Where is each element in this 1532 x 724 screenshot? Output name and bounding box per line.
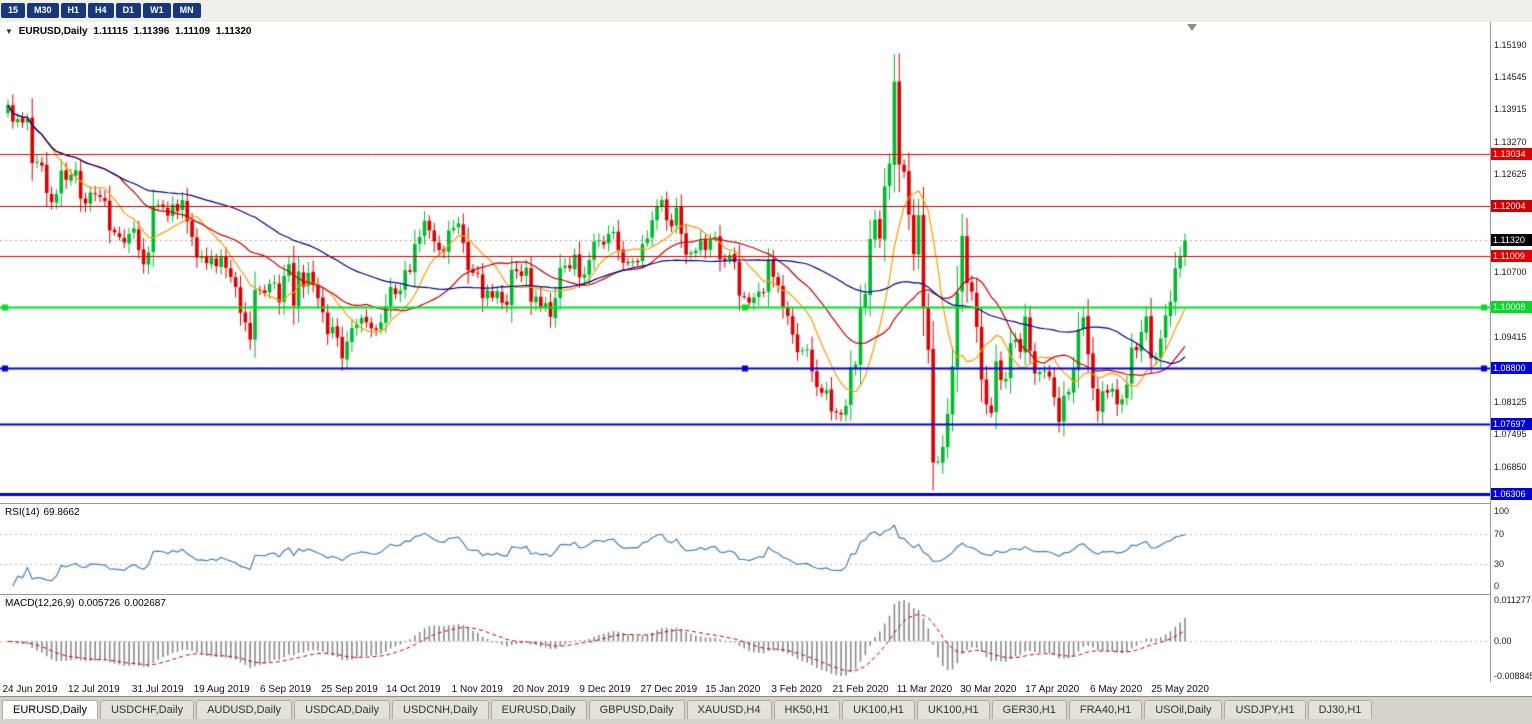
current-price-label: 1.11320 bbox=[1491, 234, 1532, 247]
date-axis-label: 21 Feb 2020 bbox=[832, 684, 889, 695]
date-axis-label: 20 Nov 2019 bbox=[512, 684, 570, 695]
price-axis-label: 0.011277 bbox=[1494, 595, 1531, 605]
chart-tab[interactable]: GER30,H1 bbox=[991, 700, 1067, 719]
price-axis-label: 1.07495 bbox=[1494, 428, 1527, 439]
price-axis-label: 1.10700 bbox=[1494, 266, 1527, 277]
price-line-label: 1.12004 bbox=[1491, 199, 1532, 212]
price-line-label: 1.11009 bbox=[1491, 250, 1532, 263]
price-axis-label: 30 bbox=[1494, 558, 1505, 569]
price-axis-label: 0 bbox=[1494, 581, 1500, 591]
chart-dropdown-icon[interactable]: ▼ bbox=[5, 27, 13, 36]
price-line-label: 1.07697 bbox=[1491, 417, 1532, 430]
macd-signal-value: 0.002687 bbox=[124, 598, 166, 609]
price-line-label: 1.06306 bbox=[1491, 488, 1532, 501]
date-axis-label: 27 Dec 2019 bbox=[640, 684, 698, 695]
chart-tab[interactable]: USDCAD,Daily bbox=[294, 700, 391, 719]
date-axis-label: 30 Mar 2020 bbox=[960, 684, 1017, 695]
chart-tab[interactable]: UK100,H1 bbox=[842, 700, 915, 719]
price-line-label: 1.13034 bbox=[1491, 147, 1532, 160]
price-axis-label: 1.14545 bbox=[1494, 72, 1527, 83]
chart-tab[interactable]: USOil,Daily bbox=[1144, 700, 1223, 719]
chart-tab[interactable]: FRA40,H1 bbox=[1068, 700, 1143, 719]
date-axis-label: 17 Apr 2020 bbox=[1025, 684, 1080, 695]
ohlc-high: 1.11396 bbox=[133, 26, 170, 37]
chart-tab[interactable]: EURUSD,Daily bbox=[2, 700, 98, 719]
rsi-indicator-canvas[interactable] bbox=[0, 503, 1490, 594]
chart-tab[interactable]: USDCHF,Daily bbox=[99, 700, 195, 719]
rsi-label: RSI(14) 69.8662 bbox=[5, 507, 84, 518]
chart-tab[interactable]: USDCNH,Daily bbox=[392, 700, 489, 719]
chart-symbol-label: EURUSD,Daily bbox=[18, 26, 88, 37]
price-chart-canvas[interactable] bbox=[0, 22, 1490, 503]
timeframe-button-d1[interactable]: D1 bbox=[115, 3, 142, 18]
chart-tab[interactable]: USDJPY,H1 bbox=[1224, 700, 1306, 719]
chart-tab[interactable]: AUDUSD,Daily bbox=[196, 700, 293, 719]
date-axis-label: 9 Dec 2019 bbox=[579, 684, 631, 695]
price-line-label: 1.08800 bbox=[1491, 361, 1532, 374]
date-axis-label: 3 Feb 2020 bbox=[771, 684, 822, 695]
chart-tab-bar: EURUSD,Daily USDCHF,Daily AUDUSD,Daily USDC… bbox=[0, 696, 1532, 724]
date-axis-label: 24 Jun 2019 bbox=[2, 684, 58, 695]
date-axis-label: 25 Sep 2019 bbox=[321, 684, 378, 695]
price-axis: 1.15190 1.14545 1.13915 1.13270 1.12625 1.107… bbox=[1491, 22, 1532, 682]
price-axis-label: 1.08125 bbox=[1494, 397, 1527, 408]
price-axis-label: 1.15190 bbox=[1494, 39, 1527, 50]
price-axis-label: 70 bbox=[1494, 528, 1505, 539]
date-axis-label: 25 May 2020 bbox=[1151, 684, 1209, 695]
chart-tab[interactable]: EURUSD,Daily bbox=[490, 700, 587, 719]
chart-tab[interactable]: UK100,H1 bbox=[916, 700, 990, 719]
chart-tab[interactable]: DJ30,H1 bbox=[1307, 700, 1373, 719]
timeframe-button-15[interactable]: 15 bbox=[1, 3, 26, 18]
date-axis-label: 11 Mar 2020 bbox=[896, 684, 953, 695]
price-axis-label: 1.09415 bbox=[1494, 331, 1527, 342]
chart-tab[interactable]: HK50,H1 bbox=[773, 700, 841, 719]
time-axis: 24 Jun 2019 12 Jul 2019 31 Jul 2019 19 Aug … bbox=[0, 682, 1532, 696]
rsi-name: RSI(14) bbox=[5, 507, 40, 518]
date-axis-label: 12 Jul 2019 bbox=[68, 684, 120, 695]
price-axis-label: 0.00 bbox=[1494, 636, 1512, 647]
timeframe-button-w1[interactable]: W1 bbox=[143, 3, 171, 18]
ohlc-low: 1.11109 bbox=[175, 26, 211, 37]
price-axis-label: -0.008845 bbox=[1494, 671, 1532, 681]
date-axis-label: 15 Jan 2020 bbox=[705, 684, 761, 695]
macd-main-value: 0.005726 bbox=[78, 598, 121, 609]
price-axis-label: 1.13915 bbox=[1494, 104, 1527, 115]
date-axis-label: 6 Sep 2019 bbox=[259, 684, 312, 695]
price-axis-label: 1.06850 bbox=[1494, 461, 1527, 472]
date-axis-label: 1 Nov 2019 bbox=[451, 684, 503, 695]
chart-tab[interactable]: XAUUSD,H4 bbox=[686, 700, 772, 719]
chart-shift-marker[interactable] bbox=[1187, 24, 1197, 31]
macd-indicator-canvas[interactable] bbox=[0, 594, 1490, 682]
date-axis-label: 19 Aug 2019 bbox=[193, 684, 250, 695]
panel-separator[interactable] bbox=[0, 594, 1532, 595]
chart-tab[interactable]: GBPUSD,Daily bbox=[588, 700, 685, 719]
price-line-label: 1.10008 bbox=[1491, 300, 1532, 313]
timeframe-button-h1[interactable]: H1 bbox=[60, 3, 87, 18]
date-axis-label: 14 Oct 2019 bbox=[386, 684, 441, 695]
chart-title: ▼ EURUSD,Daily 1.11115 1.11396 1.11109 1… bbox=[5, 26, 255, 37]
price-axis-label: 100 bbox=[1494, 506, 1510, 516]
macd-label: MACD(12,26,9) 0.005726 0.002687 bbox=[5, 598, 170, 609]
price-axis-separator bbox=[1490, 22, 1491, 682]
ohlc-open: 1.11115 bbox=[93, 26, 128, 37]
timeframe-toolbar: 15 M30 H1 H4 D1 W1 MN bbox=[0, 0, 1532, 23]
date-axis-label: 6 May 2020 bbox=[1089, 684, 1143, 695]
rsi-value: 69.8662 bbox=[43, 507, 80, 518]
timeframe-button-m30[interactable]: M30 bbox=[27, 3, 59, 18]
macd-name: MACD(12,26,9) bbox=[5, 598, 75, 609]
timeframe-button-h4[interactable]: H4 bbox=[88, 3, 114, 18]
price-axis-label: 1.12625 bbox=[1494, 169, 1527, 180]
date-axis-label: 31 Jul 2019 bbox=[131, 684, 184, 695]
timeframe-button-mn[interactable]: MN bbox=[172, 3, 201, 18]
panel-separator[interactable] bbox=[0, 503, 1532, 504]
price-axis-label: 1.13270 bbox=[1494, 136, 1527, 147]
ohlc-close: 1.11320 bbox=[215, 26, 252, 37]
